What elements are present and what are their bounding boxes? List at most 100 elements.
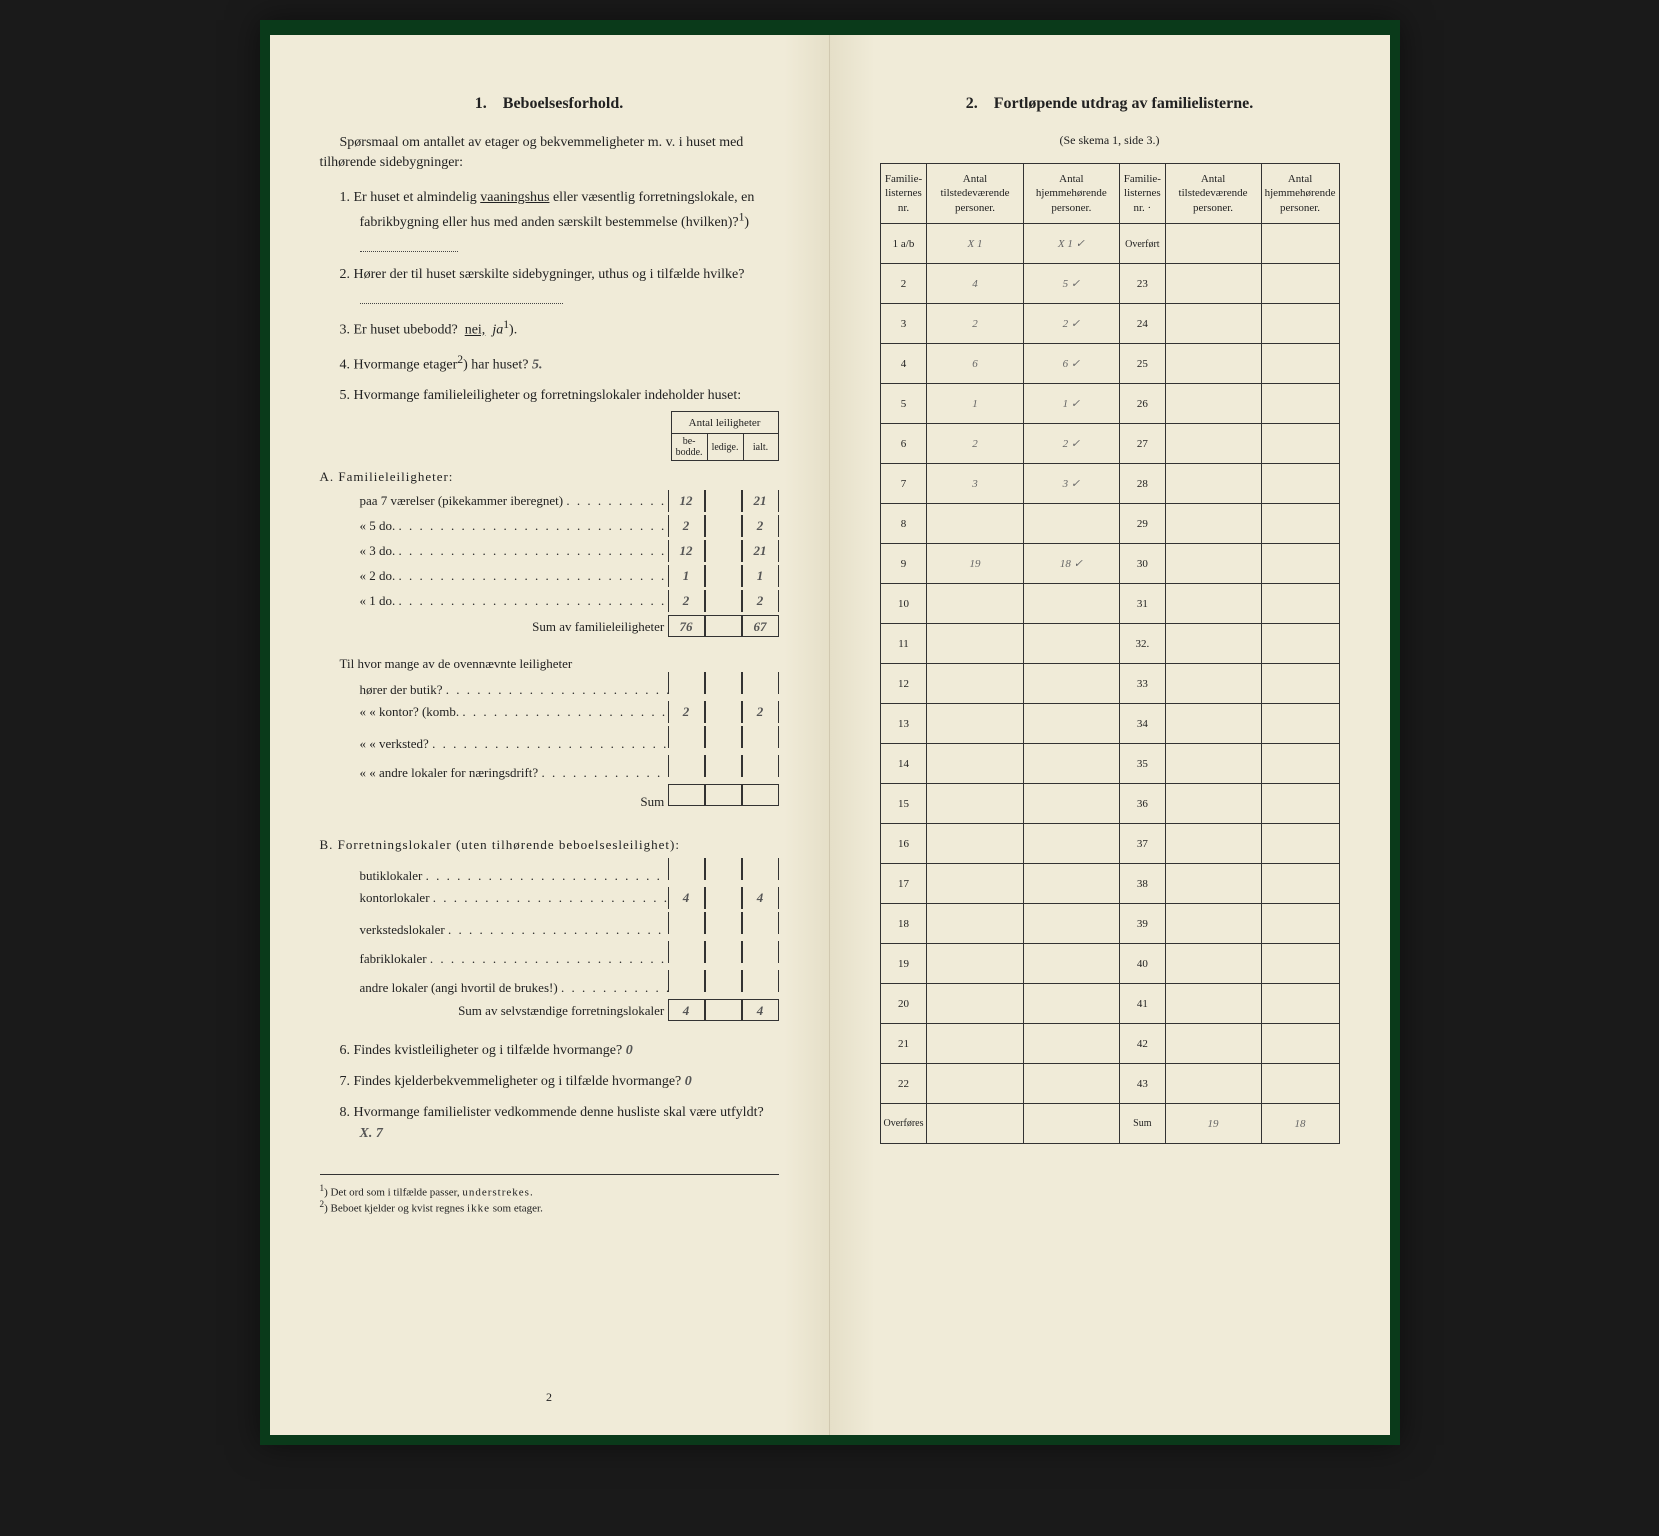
line-cells <box>668 941 779 963</box>
cell-home-right <box>1261 304 1339 344</box>
cell-home-right <box>1261 824 1339 864</box>
cell-present-right <box>1165 1024 1261 1064</box>
cell-nr-left: 3 <box>880 304 927 344</box>
line-cells <box>668 726 779 748</box>
cell-bebodde: 2 <box>668 701 705 723</box>
q1-num: 1. <box>340 190 351 205</box>
cell-present-right <box>1165 264 1261 304</box>
right-page: 2. Fortløpende utdrag av familielisterne… <box>830 35 1390 1435</box>
cell-present-right <box>1165 304 1261 344</box>
col-ialt: ialt. <box>743 434 778 461</box>
cell-present-left <box>927 744 1023 784</box>
cell-ledige <box>705 515 742 537</box>
footnotes: 1) Det ord som i tilfælde passer, unders… <box>320 1174 779 1214</box>
cell-nr-right: 24 <box>1120 304 1165 344</box>
line-label: verkstedslokaler <box>320 922 668 938</box>
fn2-text: ) Beboet kjelder og kvist regnes ikke so… <box>324 1202 543 1214</box>
cell-home-left <box>1023 744 1120 784</box>
line-item: « 3 do. 1221 <box>320 540 779 562</box>
cell-home-left <box>1023 944 1120 984</box>
line-cells <box>668 858 779 880</box>
cell-bebodde <box>668 941 705 963</box>
cell-nr-left: 12 <box>880 664 927 704</box>
cell-ledige <box>705 784 742 806</box>
overfores-label: Overføres <box>880 1104 927 1144</box>
cell-ialt <box>742 672 779 694</box>
line-label: « « kontor? (komb. <box>320 704 668 720</box>
fam-col-3: Antalhjemmehørendepersoner. <box>1023 164 1120 224</box>
cell-home-left <box>1023 504 1120 544</box>
q1-text: Er huset et almindelig vaaningshus eller… <box>354 190 755 251</box>
line-cells <box>668 755 779 777</box>
line-item: « 2 do. 11 <box>320 565 779 587</box>
cell-ialt <box>742 726 779 748</box>
cell-ledige <box>705 615 742 637</box>
cell-home-left <box>1023 824 1120 864</box>
cell-present-right <box>1165 1064 1261 1104</box>
q5-num: 5. <box>340 388 351 403</box>
line-label: Sum av selvstændige forretningslokaler <box>320 1003 668 1019</box>
line-item: « 5 do. 22 <box>320 515 779 537</box>
sum-c2: 19 <box>1165 1104 1261 1144</box>
cell-home-left <box>1023 864 1120 904</box>
cell-nr-left: 19 <box>880 944 927 984</box>
cell-present-left: 4 <box>927 264 1023 304</box>
b-title: B. Forretningslokaler (uten tilhørende b… <box>320 837 779 853</box>
line-cells <box>668 970 779 992</box>
cell-nr-left: 15 <box>880 784 927 824</box>
question-7: 7. Findes kjelderbekvemmeligheter og i t… <box>340 1071 779 1092</box>
cell-ledige <box>705 970 742 992</box>
cell-home-right <box>1261 1024 1339 1064</box>
cell-nr-right: 38 <box>1120 864 1165 904</box>
book-spread: 1. Beboelsesforhold. Spørsmaal om antall… <box>260 20 1400 1445</box>
line-label: butiklokaler <box>320 868 668 884</box>
cell-present-left <box>927 944 1023 984</box>
cell-nr-left: 21 <box>880 1024 927 1064</box>
cell-home-right <box>1261 544 1339 584</box>
table-row: 245 ✓23 <box>880 264 1339 304</box>
cell-nr-right: 30 <box>1120 544 1165 584</box>
left-page: 1. Beboelsesforhold. Spørsmaal om antall… <box>270 35 830 1435</box>
line-item: fabriklokaler <box>320 941 779 967</box>
cell-ialt: 21 <box>742 540 779 562</box>
cell-ialt: 1 <box>742 565 779 587</box>
cell-nr-left: 8 <box>880 504 927 544</box>
section-2-title: 2. Fortløpende utdrag av familielisterne… <box>880 95 1340 113</box>
cell-present-left: X 1 <box>927 224 1023 264</box>
cell-home-left: 6 ✓ <box>1023 344 1120 384</box>
cell-ledige <box>705 672 742 694</box>
table-row: 322 ✓24 <box>880 304 1339 344</box>
cell-home-left: X 1 ✓ <box>1023 224 1120 264</box>
cell-nr-right: Overført <box>1120 224 1165 264</box>
cell-nr-right: 25 <box>1120 344 1165 384</box>
line-cells: 44 <box>668 999 779 1021</box>
cell-nr-left: 9 <box>880 544 927 584</box>
cell-nr-right: 37 <box>1120 824 1165 864</box>
cell-present-left <box>927 904 1023 944</box>
cell-ialt: 4 <box>742 887 779 909</box>
table-sum-row: OverføresSum1918 <box>880 1104 1339 1144</box>
table-row: 1031 <box>880 584 1339 624</box>
line-label: paa 7 værelser (pikekammer iberegnet) <box>320 493 668 509</box>
cell-home-right <box>1261 904 1339 944</box>
section-2-num: 2. <box>966 95 978 112</box>
line-cells: 44 <box>668 887 779 909</box>
q5-text: Hvormange familieleiligheter og forretni… <box>354 388 742 403</box>
line-label: hører der butik? <box>320 682 668 698</box>
q4-num: 4. <box>340 357 351 372</box>
cell-ledige <box>705 941 742 963</box>
table-row: 91918 ✓30 <box>880 544 1339 584</box>
cell-present-left: 2 <box>927 304 1023 344</box>
cell-ledige <box>705 540 742 562</box>
cell-present-right <box>1165 224 1261 264</box>
section-1-text: Beboelsesforhold. <box>503 95 623 112</box>
table-row: 829 <box>880 504 1339 544</box>
line-label: kontorlokaler <box>320 890 668 906</box>
q4-text: Hvormange etager <box>354 357 458 372</box>
cell-ialt <box>742 912 779 934</box>
line-item: « « verksted? <box>320 726 779 752</box>
line-label: « « verksted? <box>320 736 668 752</box>
til-label: Til hvor mange av de ovennævnte leilighe… <box>340 656 779 672</box>
cell-nr-left: 18 <box>880 904 927 944</box>
cell-bebodde <box>668 858 705 880</box>
